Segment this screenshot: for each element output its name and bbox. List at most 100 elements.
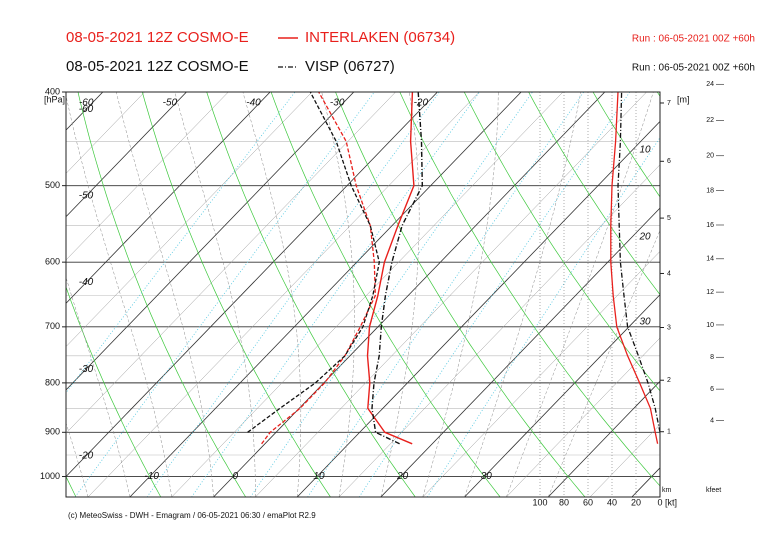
km-tick-label: 7 bbox=[667, 100, 671, 107]
moist-adiabat bbox=[380, 92, 420, 497]
dry-adiabat bbox=[206, 92, 416, 497]
temperature-line bbox=[366, 92, 415, 445]
wind-tick-label: 80 bbox=[559, 497, 569, 507]
isotherm bbox=[338, 164, 660, 497]
moist-adiabat bbox=[242, 92, 302, 497]
moist-adiabat bbox=[174, 92, 256, 497]
isotherm-label: -50 bbox=[163, 98, 178, 109]
isotherm-label: -20 bbox=[414, 98, 429, 109]
isotherm-label: -60 bbox=[79, 98, 94, 109]
isotherm bbox=[66, 92, 229, 261]
km-tick-label: 2 bbox=[667, 377, 671, 384]
curves bbox=[247, 92, 660, 445]
kfeet-tick-label: 8 bbox=[710, 354, 714, 361]
isotherm bbox=[422, 250, 660, 497]
y-tick-label: 600 bbox=[45, 257, 60, 267]
dry-adiabat bbox=[270, 92, 501, 497]
isotherm bbox=[66, 92, 188, 218]
kfeet-tick-label: 10 bbox=[706, 322, 714, 329]
kfeet-tick-label: 22 bbox=[706, 117, 714, 124]
isotherm bbox=[464, 294, 660, 497]
isotherm bbox=[66, 92, 145, 174]
kfeet-tick-label: 12 bbox=[706, 289, 714, 296]
kfeet-tick-label: 20 bbox=[706, 153, 714, 160]
isotherm bbox=[66, 92, 355, 391]
y-unit: [hPa] bbox=[44, 94, 65, 104]
wind-tick-label: 100 bbox=[532, 497, 547, 507]
isotherm bbox=[255, 92, 647, 497]
wind-tick-label: 0 bbox=[657, 497, 662, 507]
dry-adiabat bbox=[463, 92, 660, 392]
isotherm-label: -60 bbox=[79, 104, 94, 115]
dry-adiabat bbox=[528, 92, 660, 296]
dewpoint-line bbox=[247, 92, 380, 433]
wind-tick-label: 60 bbox=[583, 497, 593, 507]
height-unit: [m] bbox=[677, 94, 690, 104]
legend-label: INTERLAKEN (06734) bbox=[305, 29, 455, 46]
kfeet-tick-label: 16 bbox=[706, 222, 714, 229]
isotherm bbox=[547, 380, 660, 497]
isotherm bbox=[506, 337, 660, 497]
kfeet-tick-label: 4 bbox=[710, 417, 714, 424]
kfeet-tick-label: 18 bbox=[706, 187, 714, 194]
km-tick-label: 3 bbox=[667, 324, 671, 331]
wind-unit: [kt] bbox=[665, 497, 677, 507]
km-tick-label: 1 bbox=[667, 429, 671, 436]
isotherm-label: -50 bbox=[79, 191, 94, 202]
moist-adiabat bbox=[321, 92, 355, 497]
dry-adiabat bbox=[335, 92, 586, 497]
isotherm bbox=[87, 92, 480, 497]
kfeet-tick-label: 24 bbox=[706, 81, 714, 88]
moist-adiabat bbox=[422, 92, 499, 497]
isotherm bbox=[171, 92, 564, 497]
mixing-ratio bbox=[66, 92, 296, 394]
run-label: Run : 06-05-2021 00Z +60h bbox=[632, 63, 755, 74]
isotherm bbox=[589, 424, 660, 497]
isotherm-label: -10 bbox=[144, 471, 159, 482]
mixing-ratio bbox=[307, 92, 585, 497]
wind-tick-label: 20 bbox=[631, 497, 641, 507]
isotherm-label: -40 bbox=[79, 277, 94, 288]
dry-adiabat bbox=[592, 92, 660, 198]
mixing-ratio bbox=[191, 92, 480, 497]
footer: (c) MeteoSwiss - DWH - Emagram / 06-05-2… bbox=[68, 511, 316, 520]
isotherm-label: 20 bbox=[396, 471, 409, 482]
moist-adiabat bbox=[66, 94, 172, 497]
grid bbox=[66, 92, 660, 497]
isotherm bbox=[296, 120, 660, 497]
moist-adiabat bbox=[547, 229, 660, 497]
isotherm bbox=[66, 92, 271, 304]
isotherm-label: 0 bbox=[233, 471, 239, 482]
dry-adiabat bbox=[77, 92, 246, 497]
moist-adiabat bbox=[506, 92, 654, 497]
y-tick-label: 700 bbox=[45, 321, 60, 331]
model-label: 08-05-2021 12Z COSMO-E bbox=[66, 58, 249, 75]
isotherm bbox=[66, 92, 439, 478]
isotherm-label: -20 bbox=[79, 450, 94, 461]
isotherm-label: 10 bbox=[313, 471, 325, 482]
isotherm bbox=[66, 92, 313, 347]
moist-adiabat bbox=[116, 92, 214, 497]
annotation: 10 bbox=[639, 145, 651, 156]
isotherm-label: -30 bbox=[79, 364, 94, 375]
annotation: 20 bbox=[638, 232, 651, 243]
run-label: Run : 06-05-2021 00Z +60h bbox=[632, 34, 755, 45]
legend-label: VISP (06727) bbox=[305, 58, 395, 75]
kfeet-tick-label: 14 bbox=[706, 256, 714, 263]
model-label: 08-05-2021 12Z COSMO-E bbox=[66, 29, 249, 46]
km-tick-label: 4 bbox=[667, 270, 671, 277]
y-tick-label: 500 bbox=[45, 180, 60, 190]
y-tick-label: 400 bbox=[45, 86, 60, 96]
y-tick-label: 900 bbox=[45, 427, 60, 437]
wind-tick-label: 40 bbox=[607, 497, 617, 507]
y-tick-label: 1000 bbox=[40, 471, 60, 481]
plot-frame bbox=[65, 91, 661, 498]
mixing-ratio bbox=[146, 92, 440, 497]
km-tick-label: 5 bbox=[667, 215, 671, 222]
mixing-ratio bbox=[250, 92, 533, 497]
moist-adiabat bbox=[66, 276, 131, 497]
wind-speed-line bbox=[617, 92, 660, 433]
isotherm-label: 30 bbox=[481, 471, 493, 482]
kfeet-tick-label: 6 bbox=[710, 386, 714, 393]
